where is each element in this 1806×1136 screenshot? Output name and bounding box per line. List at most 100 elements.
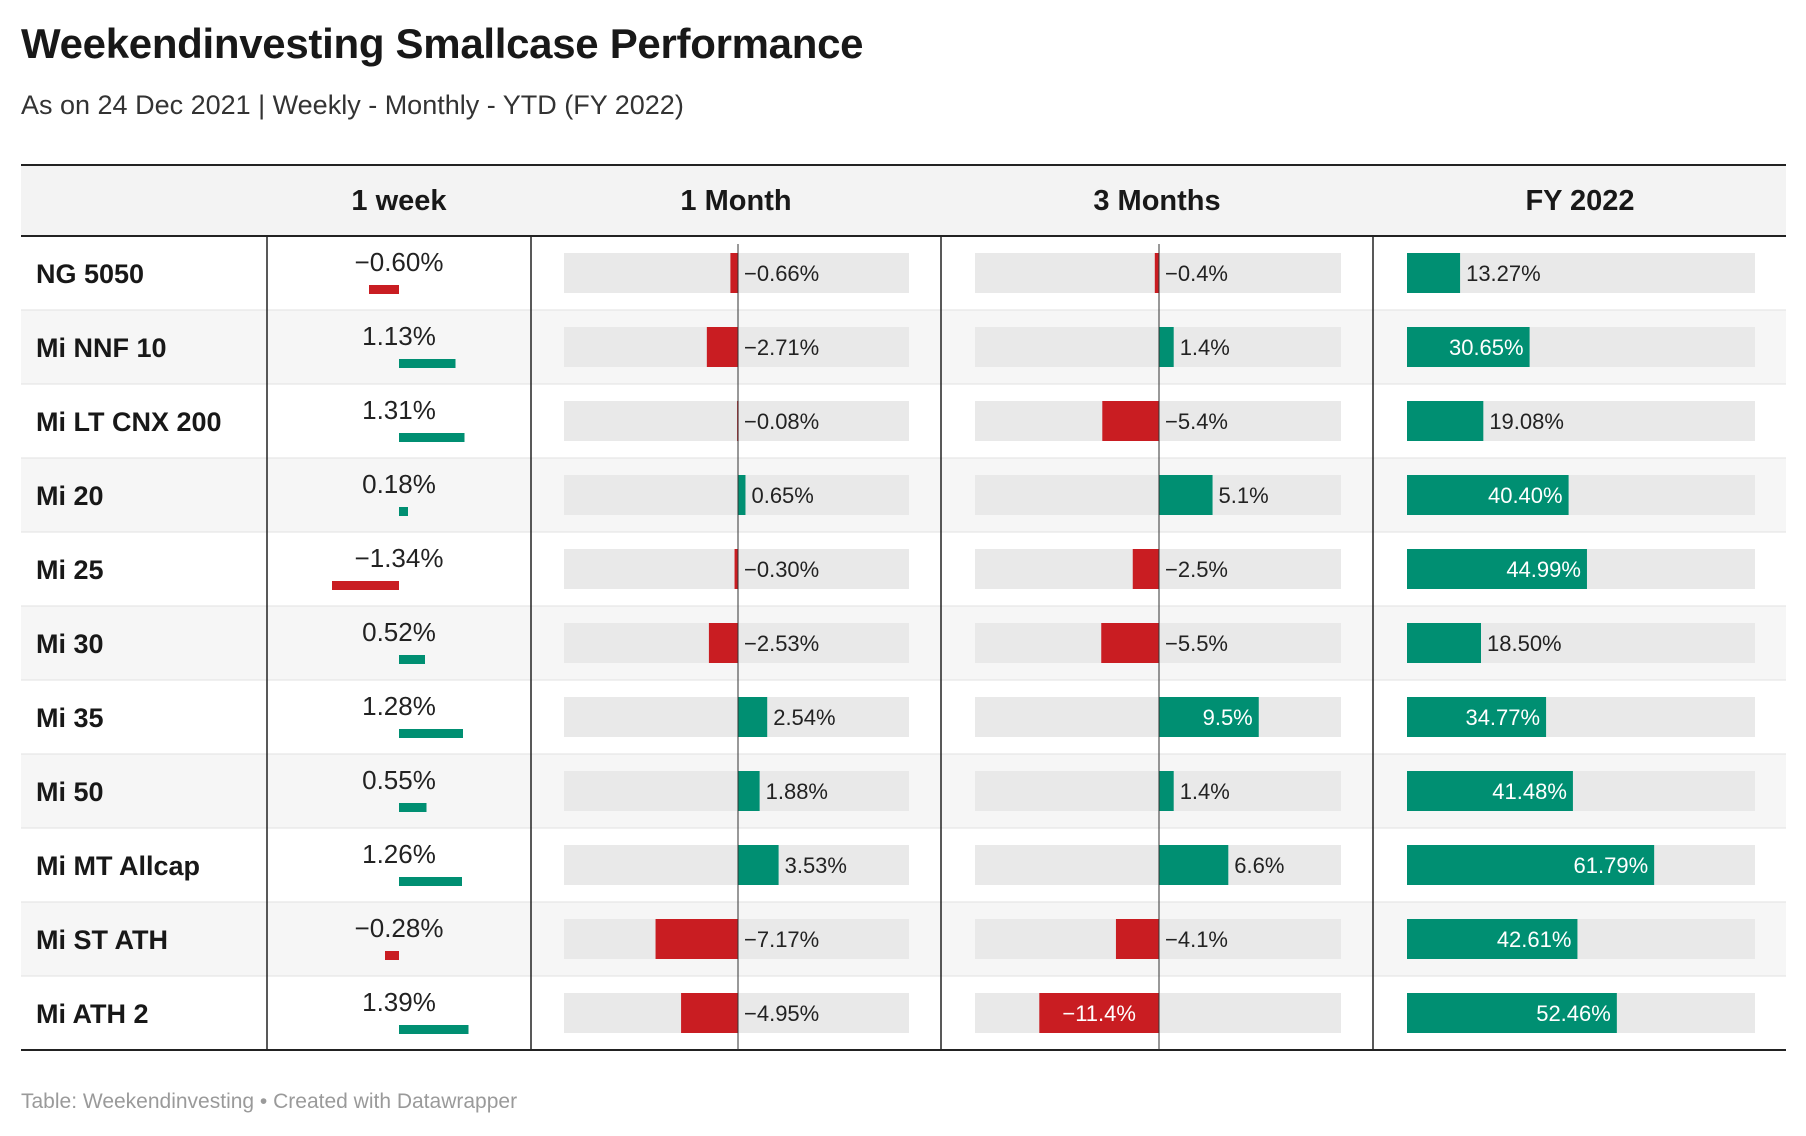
month-value-label: 3.53% — [785, 853, 847, 878]
fy2022-value-label: 44.99% — [1506, 557, 1581, 582]
month-value-label: −7.17% — [744, 927, 819, 952]
week-value-label: 1.26% — [362, 839, 436, 869]
week-bar — [399, 1025, 469, 1034]
week-value-label: 1.39% — [362, 987, 436, 1017]
month-bar — [738, 845, 779, 885]
fy2022-bar — [1407, 697, 1547, 737]
three-months-bar — [1039, 993, 1159, 1033]
column-header: FY 2022 — [1525, 185, 1634, 217]
three-months-value-label: 1.4% — [1180, 335, 1230, 360]
three-months-value-label: −2.5% — [1165, 557, 1228, 582]
three-months-bar — [1159, 697, 1259, 737]
week-bar — [399, 877, 462, 886]
week-value-label: −1.34% — [355, 543, 444, 573]
column-header: 3 Months — [1093, 185, 1220, 217]
fy2022-bar — [1407, 993, 1617, 1033]
month-value-label: −0.30% — [744, 557, 819, 582]
month-value-label: 1.88% — [766, 779, 828, 804]
month-bar-track — [564, 697, 909, 737]
fy2022-bar — [1407, 475, 1569, 515]
fy2022-value-label: 18.50% — [1487, 631, 1562, 656]
week-value-label: 0.52% — [362, 617, 436, 647]
week-bar — [399, 729, 463, 738]
month-bar — [708, 623, 738, 663]
week-bar — [399, 655, 425, 664]
row-label: Mi ATH 2 — [36, 999, 149, 1029]
month-value-label: −0.66% — [744, 261, 819, 286]
month-value-label: −2.53% — [744, 631, 819, 656]
three-months-value-label: −4.1% — [1165, 927, 1228, 952]
fy2022-bar — [1407, 771, 1573, 811]
fy2022-value-label: 30.65% — [1449, 335, 1524, 360]
three-months-bar — [1154, 253, 1159, 293]
fy2022-bar — [1407, 845, 1655, 885]
month-value-label: −4.95% — [744, 1001, 819, 1026]
three-months-bar — [1159, 475, 1213, 515]
fy2022-bar — [1407, 919, 1578, 959]
three-months-bar — [1132, 549, 1159, 589]
fy2022-value-label: 34.77% — [1465, 705, 1540, 730]
week-value-label: 0.55% — [362, 765, 436, 795]
fy2022-bar — [1407, 401, 1484, 441]
header-background — [21, 165, 1786, 236]
week-value-label: −0.60% — [355, 247, 444, 277]
three-months-bar — [1159, 327, 1174, 367]
row-label: Mi 35 — [36, 703, 104, 733]
month-bar-track — [564, 401, 909, 441]
fy2022-bar — [1407, 623, 1481, 663]
three-months-value-label: 1.4% — [1180, 779, 1230, 804]
week-bar — [399, 507, 408, 516]
fy2022-bar — [1407, 253, 1461, 293]
month-value-label: −0.08% — [744, 409, 819, 434]
three-months-value-label: −5.5% — [1165, 631, 1228, 656]
fy2022-bar — [1407, 549, 1587, 589]
fy2022-value-label: 52.46% — [1536, 1001, 1611, 1026]
row-label: Mi 30 — [36, 629, 104, 659]
month-bar — [738, 697, 768, 737]
fy2022-bar-track — [1407, 253, 1755, 293]
three-months-value-label: −5.4% — [1165, 409, 1228, 434]
fy2022-value-label: 40.40% — [1488, 483, 1563, 508]
month-bar-track — [564, 845, 909, 885]
month-bar — [706, 327, 738, 367]
month-bar — [734, 549, 738, 589]
fy2022-bar — [1407, 327, 1530, 367]
row-label: Mi ST ATH — [36, 925, 168, 955]
three-months-bar-track — [975, 845, 1341, 885]
page-subtitle: As on 24 Dec 2021 | Weekly - Monthly - Y… — [21, 90, 684, 120]
fy2022-value-label: 61.79% — [1574, 853, 1649, 878]
week-value-label: 0.18% — [362, 469, 436, 499]
table-footer: Table: Weekendinvesting • Created with D… — [21, 1090, 518, 1113]
column-header: 1 week — [351, 185, 447, 217]
month-bar — [730, 253, 738, 293]
month-value-label: −2.71% — [744, 335, 819, 360]
week-bar — [369, 285, 399, 294]
three-months-bar-track — [975, 697, 1341, 737]
three-months-value-label: −0.4% — [1165, 261, 1228, 286]
three-months-value-label: −11.4% — [1062, 1001, 1136, 1026]
month-bar — [681, 993, 738, 1033]
row-label: Mi MT Allcap — [36, 851, 200, 881]
three-months-bar — [1159, 771, 1174, 811]
fy2022-value-label: 42.61% — [1497, 927, 1572, 952]
three-months-value-label: 6.6% — [1234, 853, 1284, 878]
row-label: Mi LT CNX 200 — [36, 407, 222, 437]
month-bar — [738, 475, 746, 515]
week-value-label: 1.13% — [362, 321, 436, 351]
three-months-bar — [1159, 845, 1229, 885]
three-months-value-label: 5.1% — [1219, 483, 1269, 508]
row-label: NG 5050 — [36, 259, 144, 289]
fy2022-value-label: 19.08% — [1489, 409, 1564, 434]
month-bar-track — [564, 771, 909, 811]
week-value-label: 1.31% — [362, 395, 436, 425]
week-value-label: 1.28% — [362, 691, 436, 721]
month-value-label: 0.65% — [751, 483, 813, 508]
week-bar — [399, 433, 465, 442]
month-value-label: 2.54% — [773, 705, 835, 730]
month-bar — [738, 771, 760, 811]
week-bar — [399, 803, 427, 812]
month-bar — [655, 919, 738, 959]
row-label: Mi NNF 10 — [36, 333, 167, 363]
week-value-label: −0.28% — [355, 913, 444, 943]
